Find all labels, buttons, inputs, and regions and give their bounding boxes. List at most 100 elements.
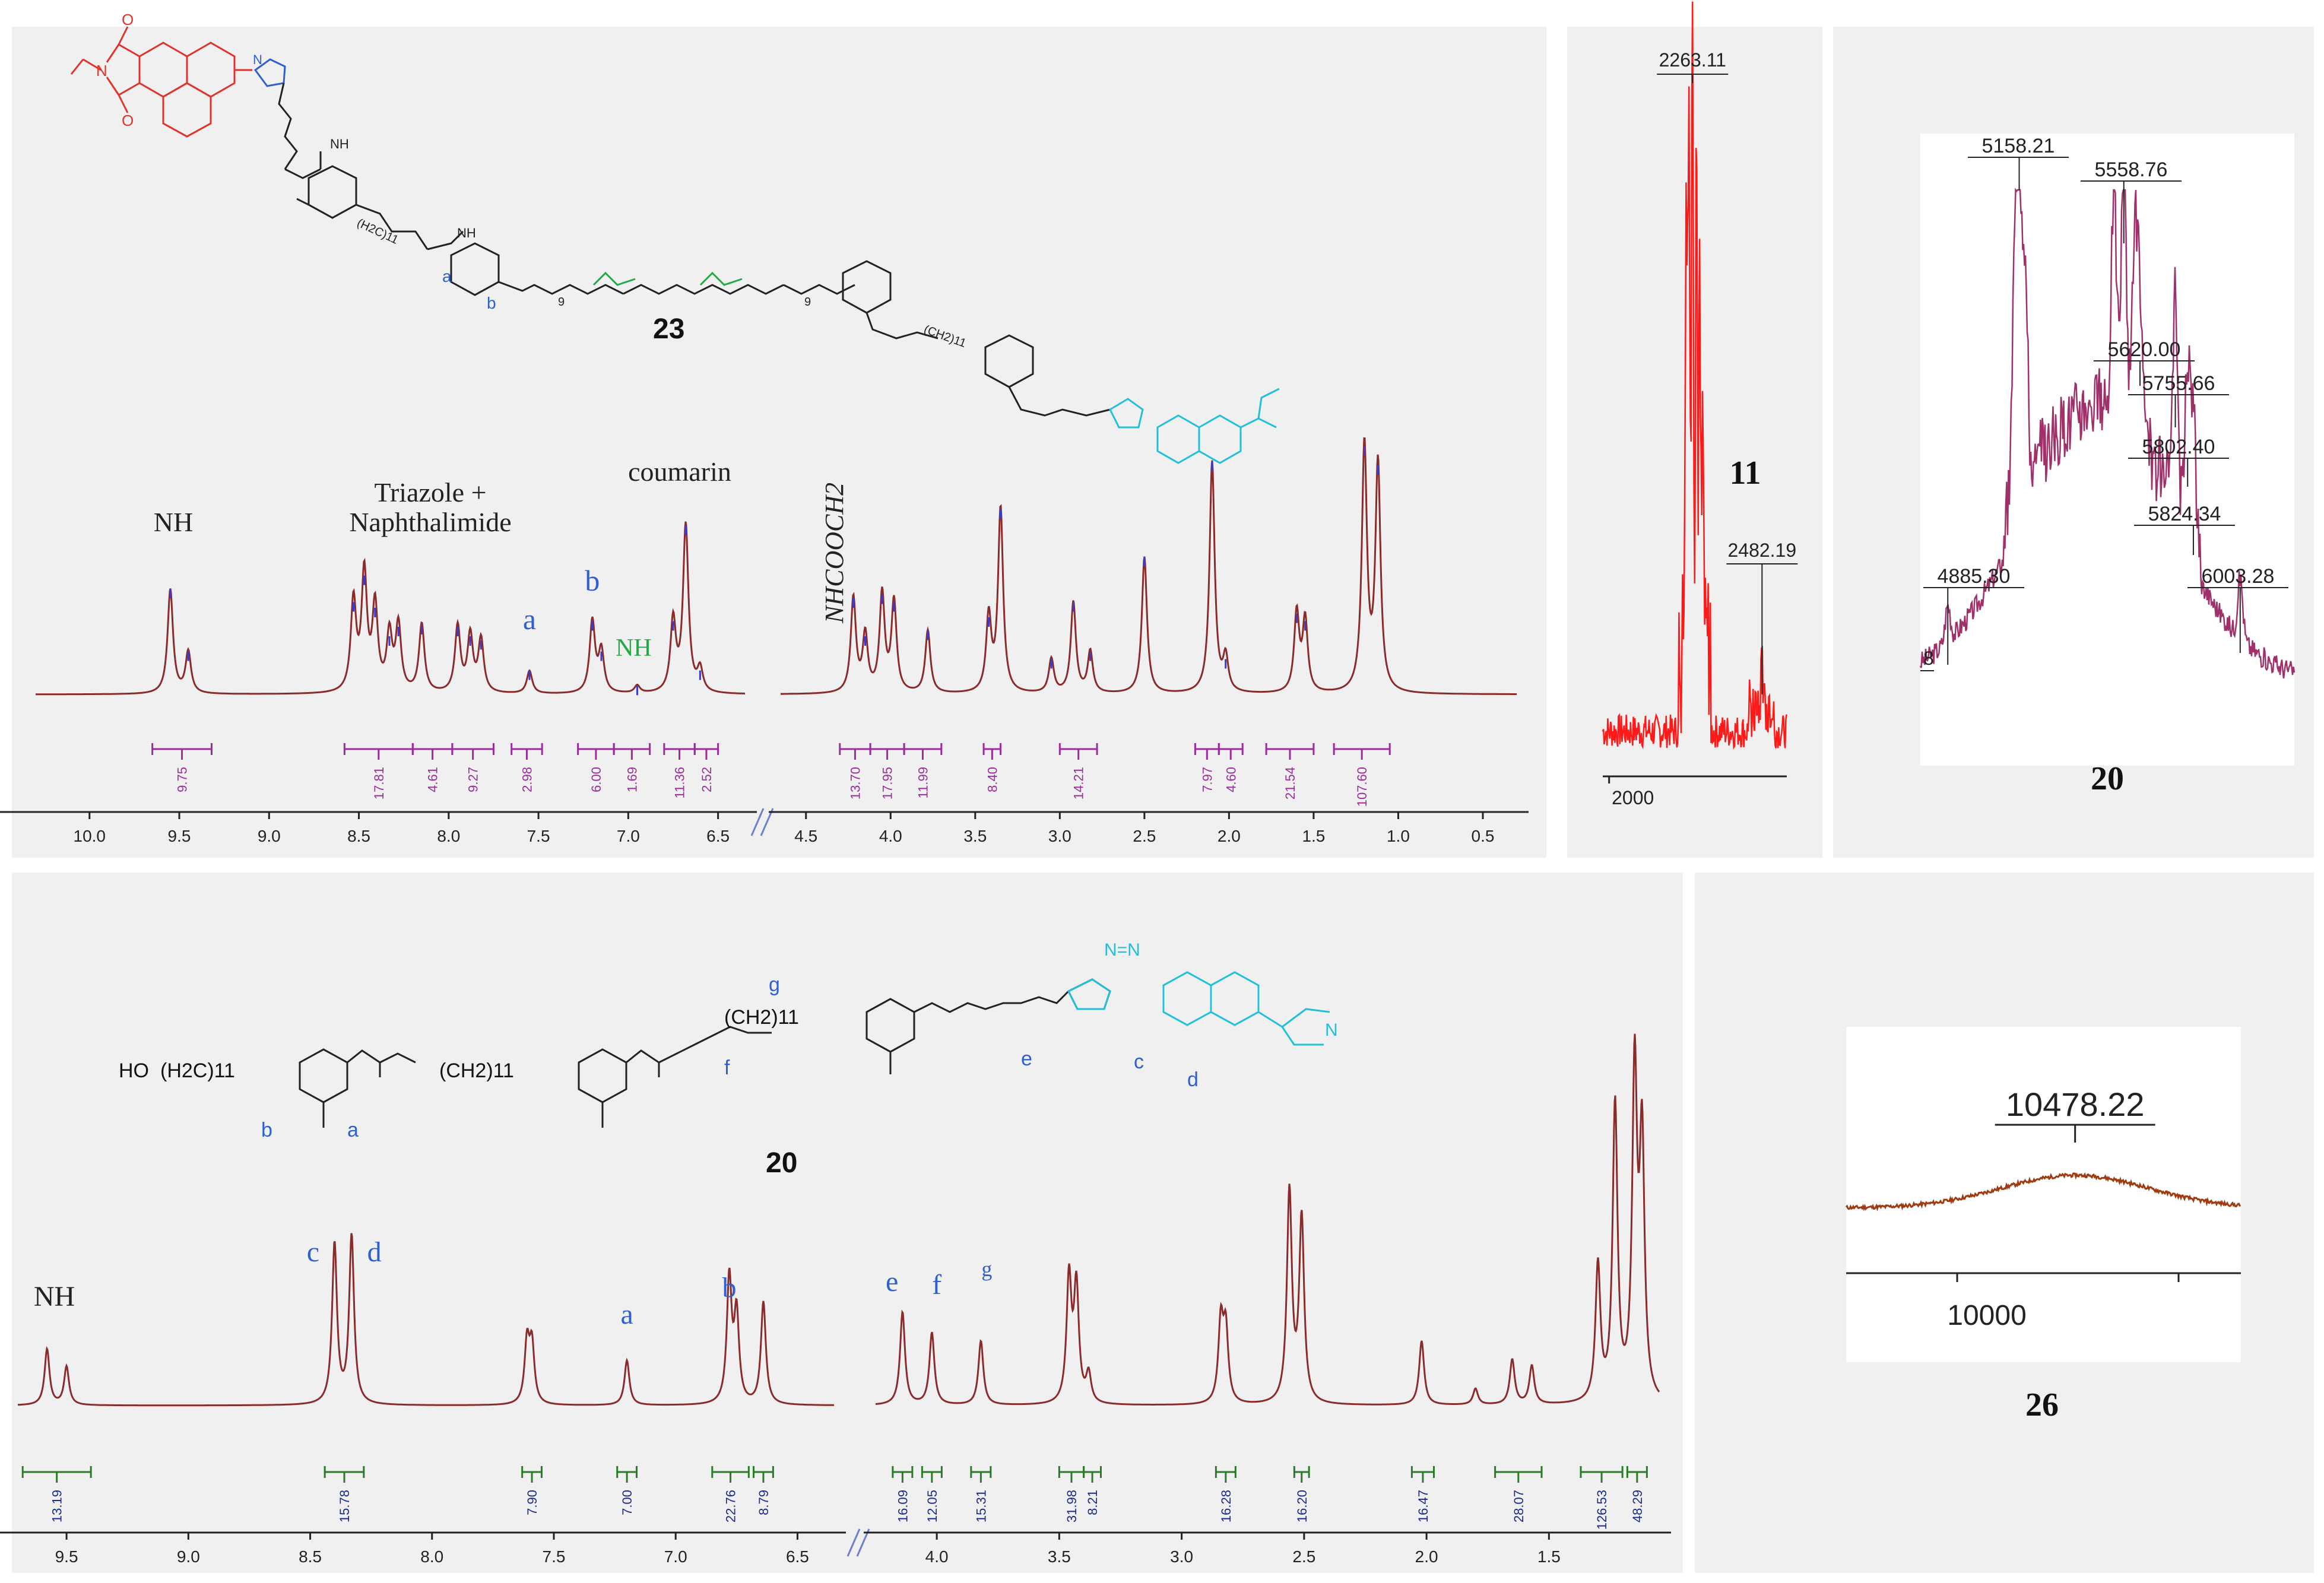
amine20-n: N — [1325, 1020, 1338, 1040]
peak-annotation-label: d — [367, 1236, 382, 1268]
peak-annotation-label: Triazole + — [374, 477, 486, 507]
ho-chain-label: (H2C)11 — [160, 1059, 235, 1082]
label20-b: b — [261, 1119, 272, 1141]
integral-value: 13.19 — [50, 1490, 65, 1522]
integral-value: 4.61 — [426, 767, 440, 792]
ms-peak-label: 5755.66 — [2142, 372, 2215, 395]
peak-annotation-label: e — [886, 1266, 898, 1298]
x-tick-label: 2000 — [1612, 787, 1654, 808]
peak-annotation-label: b — [585, 564, 600, 597]
axis-break-mark — [846, 1528, 861, 1557]
x-tick-label: 8.0 — [437, 827, 460, 845]
integral-value: 7.97 — [1200, 767, 1215, 792]
x-tick-label: 1.5 — [1302, 827, 1325, 845]
peak-annotation-label: NH — [154, 507, 193, 537]
integral-value: 17.95 — [880, 767, 895, 800]
peak-annotation-label: a — [523, 602, 536, 636]
x-tick-label: 7.5 — [527, 827, 550, 845]
chain-label-2: (CH2)11 — [922, 323, 968, 350]
ms-11-spectrum: 2000 2263.11 2482.19 11 — [1602, 1, 1798, 808]
integral-value: 7.90 — [525, 1490, 540, 1515]
ms-trace — [1919, 188, 2296, 679]
integral-value: 107.60 — [1355, 767, 1369, 807]
label-b: b — [487, 294, 496, 312]
axis-break-mark — [856, 1528, 870, 1557]
coumarin-23 — [1109, 388, 1280, 464]
chain-label-1: (H2C)11 — [355, 217, 400, 247]
integral-value: 8.79 — [756, 1490, 771, 1515]
x-tick-label: 3.0 — [1048, 827, 1071, 845]
integral-value: 126.53 — [1594, 1490, 1609, 1530]
ms-compound-label: 11 — [1730, 455, 1761, 491]
label20-a: a — [347, 1119, 359, 1141]
x-tick-label: 10000 — [1947, 1300, 2026, 1331]
integral-value: 8.21 — [1085, 1490, 1100, 1515]
integral-value: 31.98 — [1064, 1490, 1079, 1522]
peak-annotation-label: f — [932, 1269, 941, 1300]
naphthalimide-o-bottom: O — [122, 112, 134, 129]
nh-label-1: NH — [330, 137, 349, 151]
ms-compound-label: 20 — [2091, 760, 2124, 797]
peak-annotation-label: coumarin — [628, 456, 731, 487]
naphthalimide-group — [70, 26, 252, 138]
x-tick-label: 4.5 — [794, 827, 817, 845]
ms-peak-label: 4885.30 — [1938, 565, 2011, 588]
ms-peak-label: 10478.22 — [2006, 1086, 2145, 1123]
nmr-20-spectrum: 9.5 9.0 8.5 8.0 7.5 7.0 6.5 4.0 3.5 3.0 2.5 2.0 1.5 1… — [0, 1033, 1671, 1566]
label20-d: d — [1187, 1068, 1199, 1091]
integral-value: 28.07 — [1511, 1490, 1526, 1522]
ms-peak-label: 5802.40 — [2142, 436, 2215, 458]
nmr-trace-segment-0 — [36, 521, 745, 696]
x-tick-label: 7.5 — [543, 1547, 566, 1566]
x-tick-label: 3.5 — [963, 827, 987, 845]
ms-20-spectrum: 8 4885.30 5158.21 5558.76 5620.00 5755.66 5802… — [1919, 134, 2296, 797]
integral-value: 9.27 — [466, 767, 481, 792]
integral-value: 9.75 — [175, 767, 190, 792]
peak-annotation-label: NH — [616, 635, 652, 662]
integral-value: 8.40 — [985, 767, 1000, 792]
peak-annotation-label: Naphthalimide — [349, 507, 511, 537]
x-tick-label: 2.0 — [1415, 1547, 1438, 1566]
x-tick-label: 3.5 — [1048, 1547, 1071, 1566]
integral-value: 2.52 — [699, 767, 714, 792]
axis-break-mark — [760, 808, 774, 836]
backbone-23 — [278, 83, 1111, 417]
ho-label: HO — [119, 1059, 149, 1082]
label20-c: c — [1134, 1051, 1144, 1073]
nmr20-panel — [12, 873, 1683, 1573]
ms-peak-label: 5558.76 — [2095, 158, 2168, 181]
x-tick-label: 8.5 — [299, 1547, 322, 1566]
axis-break-mark — [750, 808, 765, 836]
ms26-plot-area — [1846, 1027, 2241, 1362]
integral-value: 7.00 — [620, 1490, 635, 1515]
integral-value: 22.76 — [724, 1490, 738, 1522]
chain-9-b: 9 — [804, 296, 811, 309]
nmr-trace-segment-1 — [781, 437, 1517, 695]
x-tick-label: 2.0 — [1218, 827, 1241, 845]
peak-annotation-label: NH — [34, 1281, 75, 1312]
ms-peak-label: 6003.28 — [2202, 565, 2275, 588]
integral-value: 15.78 — [337, 1490, 352, 1522]
chain-9-a: 9 — [558, 296, 565, 309]
compound-23-label: 23 — [653, 313, 684, 345]
integral-value: 11.99 — [915, 767, 930, 798]
integral-value: 21.54 — [1283, 767, 1298, 800]
x-tick-label: 9.5 — [168, 827, 191, 845]
x-tick-label: 9.5 — [55, 1547, 78, 1566]
integral-value: 16.28 — [1219, 1490, 1234, 1522]
x-tick-label: 1.5 — [1537, 1547, 1561, 1566]
naphthalimide-n: N — [96, 62, 107, 80]
ms-peak-label: 2482.19 — [1727, 540, 1796, 561]
structure-23: N O O N a b — [70, 11, 1280, 464]
peak-annotation-label: NHCOOCH2 — [820, 483, 849, 624]
peak-annotation-label: a — [620, 1299, 633, 1330]
ms-trace — [1602, 1, 1787, 750]
ms-peak-label: 2263.11 — [1659, 49, 1726, 71]
chain20-b: (CH2)11 — [724, 1006, 799, 1029]
peak-annotation-label: g — [981, 1257, 992, 1281]
integral-value: 4.60 — [1223, 767, 1238, 792]
x-tick-label: 6.5 — [706, 827, 730, 845]
x-tick-label: 4.0 — [879, 827, 902, 845]
label-a: a — [442, 267, 452, 285]
